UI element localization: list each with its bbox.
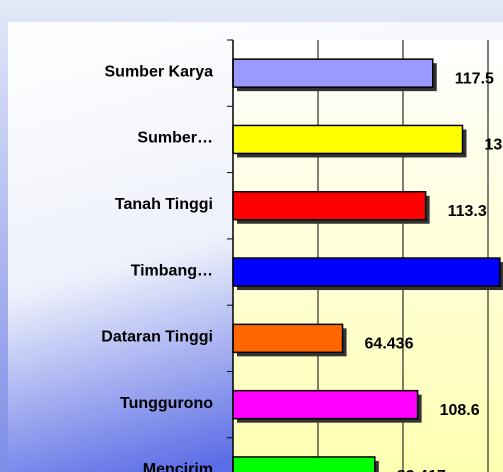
y-tick-label: Tanah Tinggi xyxy=(115,196,213,213)
y-tick-label: Timbang… xyxy=(131,262,213,279)
bar xyxy=(232,257,501,287)
data-label: 113.3 xyxy=(448,203,487,220)
y-tick-label: Tunggurono xyxy=(120,395,213,412)
y-tick-label: Mencirim xyxy=(143,461,213,472)
y-tick-label: Sumber Karya xyxy=(105,63,214,80)
data-label: 64.436 xyxy=(365,336,414,353)
bar xyxy=(232,323,344,354)
bar xyxy=(232,191,427,221)
y-tick-label: Sumber… xyxy=(137,130,213,147)
bar xyxy=(232,58,434,88)
y-tick-label: Dataran Tinggi xyxy=(101,329,213,346)
data-label: 135 xyxy=(485,137,503,154)
data-label: 117.5 xyxy=(455,70,494,87)
bar xyxy=(232,124,464,155)
bar xyxy=(232,456,376,472)
data-label: 108.6 xyxy=(440,402,480,419)
bar xyxy=(232,389,419,420)
data-label: 83.417 xyxy=(397,468,446,472)
